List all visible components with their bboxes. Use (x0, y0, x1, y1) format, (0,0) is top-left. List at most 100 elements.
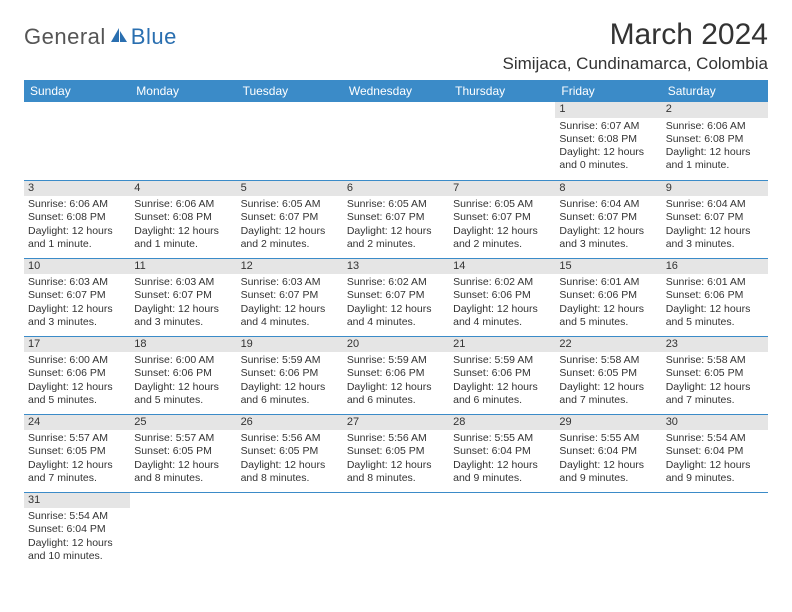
calendar-day-cell: 7Sunrise: 6:05 AMSunset: 6:07 PMDaylight… (449, 180, 555, 258)
day-line: Sunrise: 6:04 AM (666, 198, 764, 211)
day-line: Sunset: 6:08 PM (666, 133, 764, 146)
day-details: Sunrise: 6:02 AMSunset: 6:06 PMDaylight:… (449, 274, 555, 332)
day-number: 4 (130, 181, 236, 197)
day-line: Daylight: 12 hours (241, 303, 339, 316)
day-line: Sunrise: 6:06 AM (134, 198, 232, 211)
day-line: Daylight: 12 hours (134, 381, 232, 394)
day-line: Sunrise: 5:54 AM (666, 432, 764, 445)
day-details: Sunrise: 6:00 AMSunset: 6:06 PMDaylight:… (24, 352, 130, 410)
day-details: Sunrise: 6:05 AMSunset: 6:07 PMDaylight:… (237, 196, 343, 254)
day-details: Sunrise: 6:06 AMSunset: 6:08 PMDaylight:… (662, 118, 768, 176)
day-line: and 5 minutes. (559, 316, 657, 329)
day-line: and 1 minute. (666, 159, 764, 172)
day-details: Sunrise: 6:03 AMSunset: 6:07 PMDaylight:… (24, 274, 130, 332)
day-number: 5 (237, 181, 343, 197)
day-line: Daylight: 12 hours (559, 303, 657, 316)
day-details: Sunrise: 5:57 AMSunset: 6:05 PMDaylight:… (24, 430, 130, 488)
calendar-empty-cell (237, 492, 343, 570)
day-number: 16 (662, 259, 768, 275)
day-line: Sunset: 6:07 PM (347, 211, 445, 224)
calendar-day-cell: 15Sunrise: 6:01 AMSunset: 6:06 PMDayligh… (555, 258, 661, 336)
day-line: Sunrise: 6:02 AM (347, 276, 445, 289)
day-line: Sunset: 6:07 PM (241, 211, 339, 224)
day-line: Daylight: 12 hours (453, 381, 551, 394)
day-line: Sunset: 6:05 PM (666, 367, 764, 380)
day-number: 19 (237, 337, 343, 353)
day-details: Sunrise: 6:03 AMSunset: 6:07 PMDaylight:… (130, 274, 236, 332)
day-line: Sunset: 6:05 PM (241, 445, 339, 458)
day-number: 6 (343, 181, 449, 197)
calendar-empty-cell (555, 492, 661, 570)
day-line: and 6 minutes. (241, 394, 339, 407)
day-line: Sunrise: 5:59 AM (453, 354, 551, 367)
day-line: and 2 minutes. (241, 238, 339, 251)
day-line: and 3 minutes. (559, 238, 657, 251)
day-line: and 8 minutes. (241, 472, 339, 485)
calendar-day-cell: 11Sunrise: 6:03 AMSunset: 6:07 PMDayligh… (130, 258, 236, 336)
title-block: March 2024 Simijaca, Cundinamarca, Colom… (502, 18, 768, 74)
day-line: Sunset: 6:07 PM (241, 289, 339, 302)
day-line: Daylight: 12 hours (241, 459, 339, 472)
day-line: and 1 minute. (134, 238, 232, 251)
day-line: Sunrise: 6:01 AM (666, 276, 764, 289)
day-number: 24 (24, 415, 130, 431)
day-line: Sunrise: 5:59 AM (241, 354, 339, 367)
day-details: Sunrise: 5:59 AMSunset: 6:06 PMDaylight:… (343, 352, 449, 410)
day-line: Sunset: 6:04 PM (453, 445, 551, 458)
weekday-header: Wednesday (343, 80, 449, 102)
day-details: Sunrise: 5:57 AMSunset: 6:05 PMDaylight:… (130, 430, 236, 488)
day-line: and 6 minutes. (453, 394, 551, 407)
day-line: and 3 minutes. (134, 316, 232, 329)
day-line: Daylight: 12 hours (453, 303, 551, 316)
day-line: Daylight: 12 hours (347, 381, 445, 394)
day-details: Sunrise: 6:02 AMSunset: 6:07 PMDaylight:… (343, 274, 449, 332)
calendar-day-cell: 26Sunrise: 5:56 AMSunset: 6:05 PMDayligh… (237, 414, 343, 492)
day-line: Daylight: 12 hours (559, 146, 657, 159)
day-line: Sunset: 6:08 PM (134, 211, 232, 224)
day-line: Daylight: 12 hours (347, 303, 445, 316)
day-details: Sunrise: 5:54 AMSunset: 6:04 PMDaylight:… (24, 508, 130, 566)
day-line: Sunrise: 6:05 AM (453, 198, 551, 211)
logo-sail-icon (109, 26, 129, 49)
day-number: 29 (555, 415, 661, 431)
logo-text-blue: Blue (131, 24, 177, 50)
day-line: Sunrise: 5:54 AM (28, 510, 126, 523)
day-number: 26 (237, 415, 343, 431)
day-line: Sunrise: 6:03 AM (28, 276, 126, 289)
day-number: 21 (449, 337, 555, 353)
header: General Blue March 2024 Simijaca, Cundin… (24, 18, 768, 74)
day-line: Daylight: 12 hours (347, 459, 445, 472)
day-line: and 3 minutes. (28, 316, 126, 329)
calendar-day-cell: 5Sunrise: 6:05 AMSunset: 6:07 PMDaylight… (237, 180, 343, 258)
calendar-empty-cell (130, 492, 236, 570)
calendar-day-cell: 25Sunrise: 5:57 AMSunset: 6:05 PMDayligh… (130, 414, 236, 492)
day-line: and 3 minutes. (666, 238, 764, 251)
day-line: and 9 minutes. (666, 472, 764, 485)
day-number: 17 (24, 337, 130, 353)
day-line: and 9 minutes. (453, 472, 551, 485)
day-details: Sunrise: 5:55 AMSunset: 6:04 PMDaylight:… (555, 430, 661, 488)
calendar-empty-cell (449, 492, 555, 570)
calendar-day-cell: 6Sunrise: 6:05 AMSunset: 6:07 PMDaylight… (343, 180, 449, 258)
day-line: Daylight: 12 hours (666, 459, 764, 472)
day-line: Sunrise: 6:00 AM (28, 354, 126, 367)
day-details: Sunrise: 5:59 AMSunset: 6:06 PMDaylight:… (449, 352, 555, 410)
calendar-week-row: 1Sunrise: 6:07 AMSunset: 6:08 PMDaylight… (24, 102, 768, 180)
day-number: 27 (343, 415, 449, 431)
day-line: Sunrise: 5:58 AM (559, 354, 657, 367)
calendar-day-cell: 2Sunrise: 6:06 AMSunset: 6:08 PMDaylight… (662, 102, 768, 180)
day-number: 10 (24, 259, 130, 275)
day-line: Daylight: 12 hours (666, 146, 764, 159)
day-line: Sunrise: 5:55 AM (453, 432, 551, 445)
calendar-day-cell: 4Sunrise: 6:06 AMSunset: 6:08 PMDaylight… (130, 180, 236, 258)
day-line: Sunset: 6:06 PM (134, 367, 232, 380)
day-line: Daylight: 12 hours (134, 303, 232, 316)
day-line: and 10 minutes. (28, 550, 126, 563)
day-number: 20 (343, 337, 449, 353)
day-number: 30 (662, 415, 768, 431)
day-line: Sunset: 6:06 PM (666, 289, 764, 302)
calendar-day-cell: 9Sunrise: 6:04 AMSunset: 6:07 PMDaylight… (662, 180, 768, 258)
day-number: 3 (24, 181, 130, 197)
calendar-empty-cell (449, 102, 555, 180)
day-number: 11 (130, 259, 236, 275)
